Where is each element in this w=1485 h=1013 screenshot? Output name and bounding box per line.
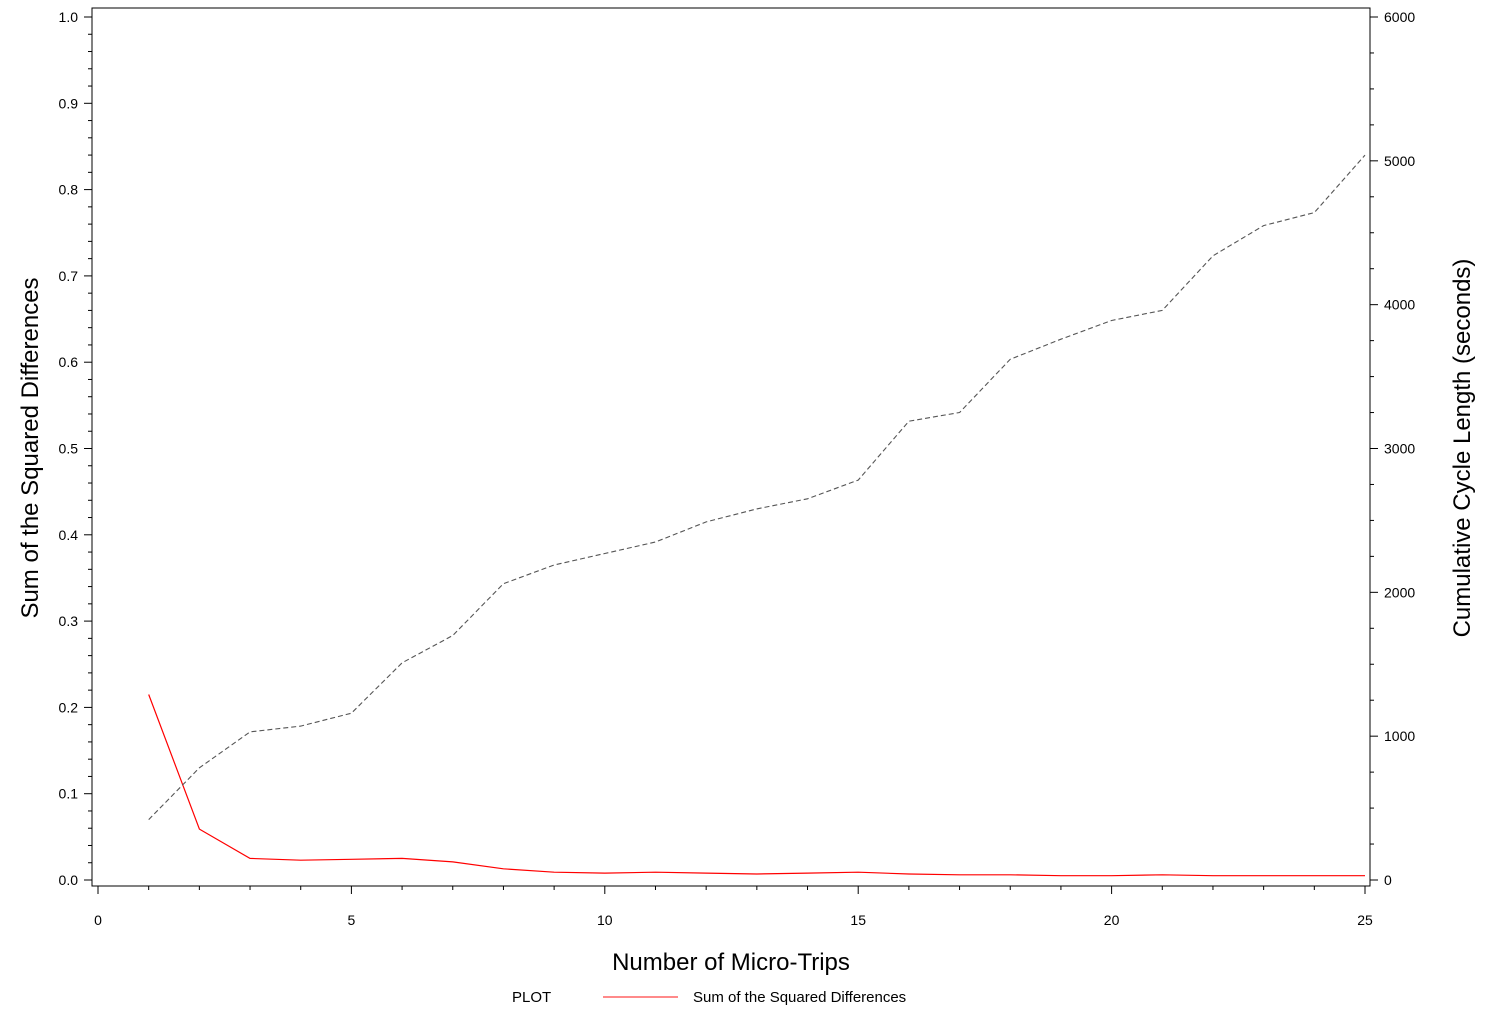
y-right-tick-label: 1000	[1384, 728, 1415, 744]
x-axis-title: Number of Micro-Trips	[612, 949, 850, 976]
x-tick-label: 10	[597, 912, 613, 928]
tick-marks	[84, 16, 1378, 894]
y-right-tick-label: 6000	[1384, 9, 1415, 25]
x-tick-label: 5	[348, 912, 356, 928]
y-left-tick-label: 0.8	[59, 182, 79, 198]
y-left-tick-label: 1.0	[59, 9, 79, 25]
x-tick-label: 25	[1357, 912, 1373, 928]
sum-squared-differences-line	[148, 694, 1365, 877]
y-left-tick-label: 0.2	[59, 699, 79, 715]
x-tick-label: 15	[850, 912, 866, 928]
y-right-tick-label: 2000	[1384, 584, 1415, 600]
x-tick-label: 20	[1104, 912, 1120, 928]
plot-frame	[91, 7, 1371, 887]
left-y-axis-title: Sum of the Squared Differences	[17, 277, 44, 618]
y-right-tick-label: 3000	[1384, 441, 1415, 457]
y-left-tick-label: 0.4	[59, 527, 79, 543]
y-left-tick-label: 0.1	[59, 786, 79, 802]
legend-title: PLOT	[512, 989, 551, 1006]
y-left-tick-label: 0.3	[59, 613, 79, 629]
y-left-tick-label: 0.7	[59, 268, 79, 284]
y-left-tick-label: 0.6	[59, 354, 79, 370]
y-right-tick-label: 5000	[1384, 153, 1415, 169]
y-left-tick-label: 0.5	[59, 441, 79, 457]
series-lines	[148, 154, 1366, 877]
legend-entry: Sum of the Squared Differences	[693, 989, 906, 1006]
y-left-tick-label: 0.0	[59, 872, 79, 888]
y-right-tick-label: 0	[1384, 872, 1392, 888]
right-y-axis-title: Cumulative Cycle Length (seconds)	[1449, 259, 1476, 638]
legend: PLOT Sum of the Squared Differences	[512, 989, 906, 1006]
x-tick-label: 0	[94, 912, 102, 928]
cumulative-cycle-length-line	[148, 154, 1366, 820]
y-right-tick-label: 4000	[1384, 297, 1415, 313]
y-left-tick-label: 0.9	[59, 95, 79, 111]
tick-labels: 0 5 10 15 20 25 0.0 0.1 0.2 0.3 0.4 0.5 0.6 0.7 0.8 0.9…	[59, 9, 1416, 928]
